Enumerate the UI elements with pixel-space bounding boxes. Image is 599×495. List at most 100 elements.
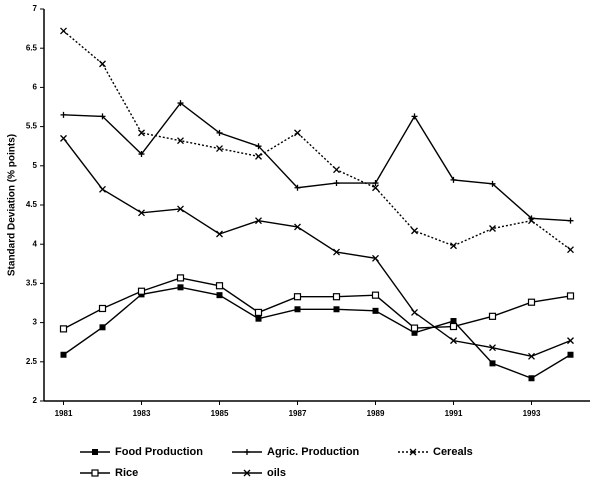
marker	[333, 248, 340, 256]
marker	[138, 151, 145, 158]
marker	[216, 145, 223, 153]
y-tick-label: 6	[33, 83, 38, 92]
marker	[99, 113, 106, 120]
marker	[138, 209, 145, 217]
marker	[489, 225, 496, 232]
legend-label: Cereals	[433, 446, 473, 458]
marker	[294, 129, 301, 137]
y-tick-label: 4	[33, 239, 38, 248]
series-line	[62, 137, 571, 358]
marker	[216, 230, 223, 238]
marker	[254, 308, 263, 317]
marker	[177, 284, 184, 291]
marker	[332, 293, 341, 301]
x-tick-label: 1981	[55, 409, 73, 418]
marker	[215, 282, 224, 290]
x-tick-label: 1993	[523, 409, 541, 418]
y-tick-label: 7	[33, 4, 38, 13]
legend-marker	[92, 449, 98, 455]
marker	[372, 254, 379, 262]
marker	[411, 227, 418, 235]
series-line	[63, 102, 571, 222]
marker	[59, 325, 68, 333]
marker	[177, 100, 184, 107]
marker	[255, 217, 262, 225]
y-tick-label: 3	[33, 318, 38, 327]
y-tick-label: 5	[33, 161, 38, 170]
marker	[450, 318, 457, 325]
x-tick-label: 1985	[211, 409, 229, 418]
marker	[177, 137, 184, 145]
marker	[255, 315, 262, 322]
marker	[411, 113, 418, 120]
y-axis-label: Standard Deviation (% points)	[7, 134, 18, 276]
marker	[528, 375, 535, 382]
marker	[255, 152, 262, 160]
series-line	[63, 286, 571, 380]
marker	[294, 306, 301, 313]
marker	[138, 129, 145, 137]
marker	[216, 129, 223, 136]
legend-label: Food Production	[115, 446, 203, 458]
marker	[528, 352, 535, 360]
marker	[450, 176, 457, 183]
marker	[137, 287, 146, 295]
legend-label: oils	[267, 467, 286, 479]
marker	[410, 324, 419, 332]
marker	[333, 180, 340, 187]
marker	[333, 306, 340, 313]
marker	[566, 292, 575, 300]
marker	[333, 166, 340, 174]
marker	[372, 180, 379, 187]
marker	[177, 205, 184, 213]
marker	[60, 27, 67, 35]
marker	[567, 351, 574, 358]
series-line	[63, 277, 571, 330]
x-tick-label: 1987	[289, 409, 307, 418]
marker	[371, 291, 380, 299]
marker	[216, 292, 223, 299]
marker	[489, 344, 496, 352]
y-tick-label: 2	[33, 396, 38, 405]
y-tick-label: 5.5	[26, 122, 38, 131]
marker	[255, 143, 262, 150]
marker	[527, 298, 536, 306]
marker	[450, 337, 457, 345]
x-tick-label: 1983	[133, 409, 151, 418]
legend-label: Agric. Production	[267, 446, 360, 458]
y-tick-label: 2.5	[26, 357, 38, 366]
marker	[60, 111, 67, 118]
marker	[411, 329, 418, 336]
marker	[99, 185, 106, 193]
marker	[449, 322, 458, 331]
marker	[372, 184, 379, 192]
marker	[528, 217, 535, 225]
marker	[293, 293, 302, 301]
marker	[488, 312, 497, 320]
y-tick-label: 4.5	[26, 200, 38, 209]
legend-marker	[409, 448, 417, 456]
y-tick-label: 6.5	[26, 43, 38, 52]
marker	[567, 337, 574, 345]
marker	[294, 223, 301, 231]
marker	[567, 217, 574, 224]
marker	[98, 304, 107, 313]
x-tick-label: 1989	[367, 409, 385, 418]
marker	[60, 134, 67, 142]
y-tick-label: 3.5	[26, 279, 38, 288]
marker	[489, 360, 496, 367]
marker	[489, 180, 496, 187]
marker	[372, 307, 379, 314]
legend-marker	[91, 469, 99, 477]
legend-marker	[243, 469, 251, 477]
legend-marker	[244, 449, 250, 455]
marker	[99, 60, 106, 68]
marker	[99, 324, 106, 331]
marker	[176, 274, 185, 282]
marker	[567, 246, 574, 254]
marker	[450, 242, 457, 250]
marker	[294, 184, 301, 191]
x-tick-label: 1991	[445, 409, 463, 418]
